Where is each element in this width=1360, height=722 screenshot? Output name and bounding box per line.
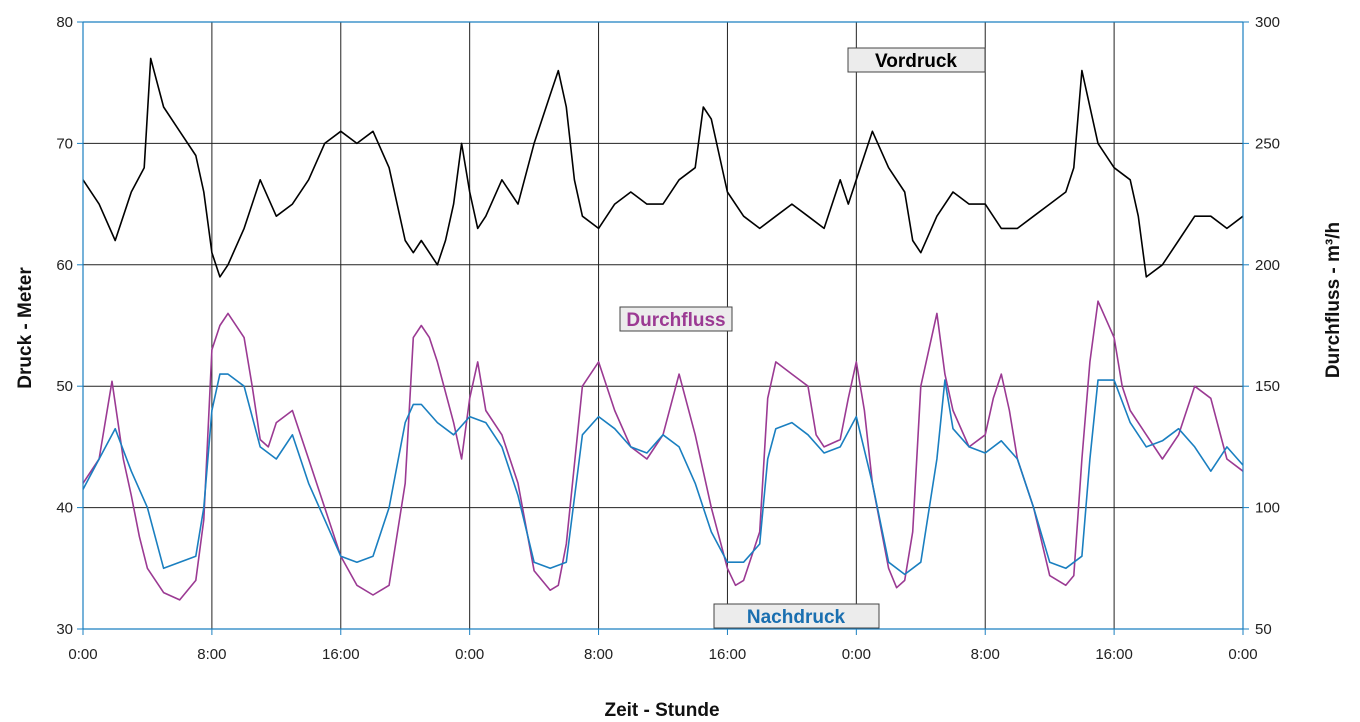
tick-labels: 0:00 8:00 16:00 0:00 8:00 16:00 0:00 8:00 16:00 0…: [56, 14, 1280, 663]
y-right-tick-label: 300: [1255, 14, 1280, 31]
axes: [77, 21, 1249, 635]
y-right-tick-label: 250: [1255, 135, 1280, 152]
x-axis-title: Zeit - Stunde: [604, 700, 719, 721]
y-left-tick-label: 70: [56, 135, 73, 152]
x-tick-label: 8:00: [584, 646, 613, 663]
x-tick-label: 16:00: [1095, 646, 1133, 663]
y-axis-right-title: Durchfluss - m³/h: [1323, 222, 1344, 378]
series-line-durchfluss: [82, 300, 1244, 601]
y-right-tick-label: 200: [1255, 257, 1280, 274]
vordruck-label: Vordruck: [847, 47, 986, 73]
nachdruck-label-text: Nachdruck: [747, 607, 846, 628]
x-tick-label: 0:00: [842, 646, 871, 663]
y-right-tick-label: 150: [1255, 378, 1280, 395]
series-line-nachdruck: [82, 373, 1244, 576]
series-lines: [82, 57, 1244, 601]
vordruck-label-text: Vordruck: [875, 51, 957, 72]
y-axis-left-title: Druck - Meter: [15, 267, 36, 389]
series-line-vordruck: [82, 57, 1244, 278]
y-right-tick-label: 100: [1255, 500, 1280, 517]
x-tick-label: 16:00: [709, 646, 747, 663]
x-tick-label: 0:00: [455, 646, 484, 663]
x-tick-label: 16:00: [322, 646, 360, 663]
durchfluss-label-text: Durchfluss: [626, 310, 725, 331]
y-left-tick-label: 40: [56, 500, 73, 517]
x-tick-label: 8:00: [971, 646, 1000, 663]
x-tick-label: 8:00: [197, 646, 226, 663]
y-left-tick-label: 30: [56, 621, 73, 638]
x-tick-label: 0:00: [1228, 646, 1257, 663]
y-left-tick-label: 50: [56, 378, 73, 395]
y-left-tick-label: 80: [56, 14, 73, 31]
nachdruck-label: Nachdruck: [713, 603, 880, 629]
x-tick-label: 0:00: [68, 646, 97, 663]
y-right-tick-label: 50: [1255, 621, 1272, 638]
durchfluss-label: Durchfluss: [619, 306, 733, 332]
y-left-tick-label: 60: [56, 257, 73, 274]
